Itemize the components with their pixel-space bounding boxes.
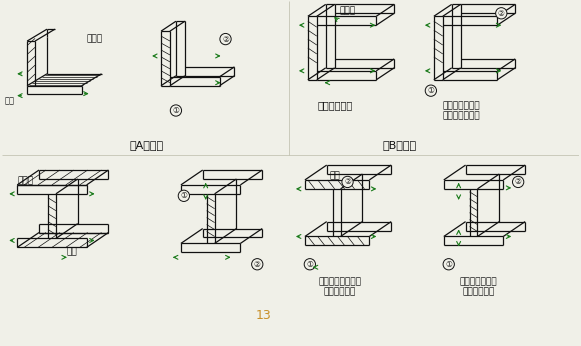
Text: ①: ① xyxy=(181,191,187,200)
Text: 开始点: 开始点 xyxy=(87,35,103,44)
Text: 开始点: 开始点 xyxy=(17,176,33,185)
Text: 然后中央部加热: 然后中央部加热 xyxy=(443,111,480,120)
Text: 终点: 终点 xyxy=(67,247,77,256)
Text: 开始: 开始 xyxy=(329,171,340,180)
Text: ①: ① xyxy=(445,260,452,269)
Text: ②: ② xyxy=(222,35,229,44)
Text: ①: ① xyxy=(428,86,435,95)
Text: ②: ② xyxy=(498,9,505,18)
Text: （A）角钢: （A）角钢 xyxy=(129,140,163,150)
Text: 终点: 终点 xyxy=(4,96,15,105)
Text: 然后翼板加热: 然后翼板加热 xyxy=(462,287,494,296)
Text: ②: ② xyxy=(344,177,351,186)
Text: 先两脚同时加热: 先两脚同时加热 xyxy=(443,101,480,110)
Text: 先腹板同时加热: 先腹板同时加热 xyxy=(460,277,497,286)
Text: 两脚同时加热: 两脚同时加热 xyxy=(317,101,352,110)
Text: 先两翼板同时加热: 先两翼板同时加热 xyxy=(318,277,361,286)
Text: 开始点: 开始点 xyxy=(340,6,356,15)
Text: ②: ② xyxy=(254,260,261,269)
Text: ②: ② xyxy=(515,177,522,186)
Text: ①: ① xyxy=(173,106,180,115)
Text: 13: 13 xyxy=(255,309,271,322)
Text: （B）槽钢: （B）槽钢 xyxy=(382,140,416,150)
Text: 然后腹板加热: 然后腹板加热 xyxy=(324,287,356,296)
Text: ①: ① xyxy=(306,260,313,269)
